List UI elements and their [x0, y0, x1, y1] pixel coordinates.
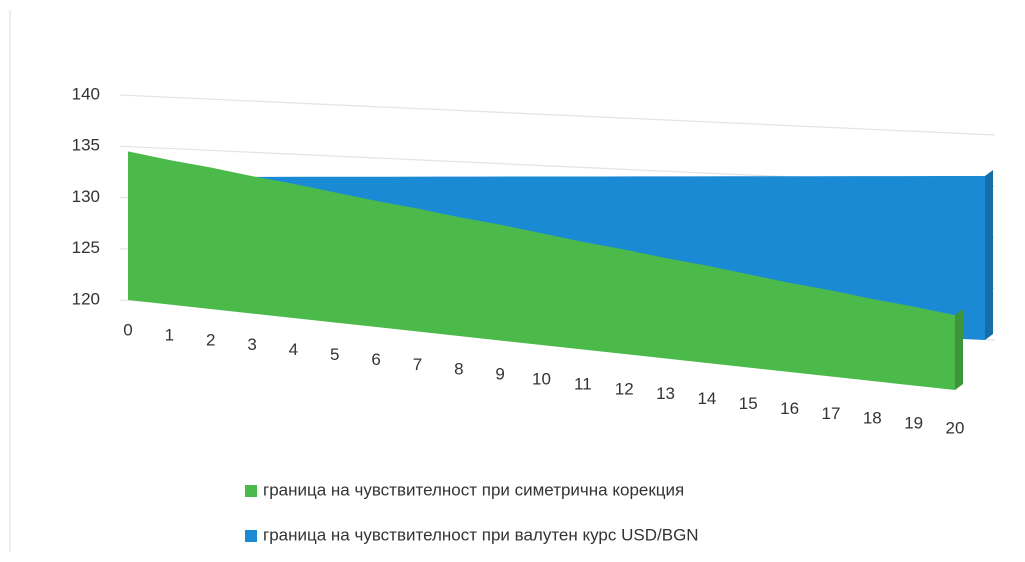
x-tick-label: 3 — [247, 335, 256, 354]
x-tick-label: 19 — [904, 414, 923, 433]
x-tick-label: 11 — [574, 374, 592, 393]
legend-swatch — [245, 530, 257, 542]
area-side — [985, 170, 993, 340]
x-tick-label: 8 — [454, 360, 463, 379]
x-tick-label: 7 — [413, 355, 422, 374]
legend-label: граница на чувствителност при симетрична… — [263, 480, 684, 499]
x-tick-label: 12 — [615, 379, 634, 398]
x-tick-label: 2 — [206, 330, 215, 349]
legend: граница на чувствителност при симетрична… — [245, 480, 699, 544]
grid-line — [119, 94, 996, 136]
x-tick-label: 14 — [697, 389, 716, 408]
x-tick-label: 17 — [821, 404, 840, 423]
y-tick-label: 120 — [72, 289, 100, 308]
x-tick-label: 18 — [863, 409, 882, 428]
x-tick-label: 5 — [330, 345, 339, 364]
x-tick-label: 10 — [532, 369, 551, 388]
legend-swatch — [245, 485, 257, 497]
area — [128, 151, 955, 390]
x-tick-label: 9 — [495, 365, 504, 384]
x-tick-label: 6 — [371, 350, 380, 369]
y-tick-label: 125 — [72, 238, 100, 257]
x-tick-label: 16 — [780, 399, 799, 418]
x-tick-label: 1 — [165, 325, 174, 344]
x-tick-label: 0 — [123, 320, 132, 339]
x-tick-label: 4 — [289, 340, 298, 359]
y-tick-label: 135 — [72, 136, 100, 155]
y-tick-label: 130 — [72, 187, 100, 206]
legend-label: граница на чувствителност при валутен ку… — [263, 525, 699, 544]
y-tick-label: 140 — [72, 84, 100, 103]
x-tick-label: 13 — [656, 384, 675, 403]
x-tick-label: 20 — [946, 418, 965, 437]
area-side — [955, 309, 963, 390]
x-tick-label: 15 — [739, 394, 758, 413]
